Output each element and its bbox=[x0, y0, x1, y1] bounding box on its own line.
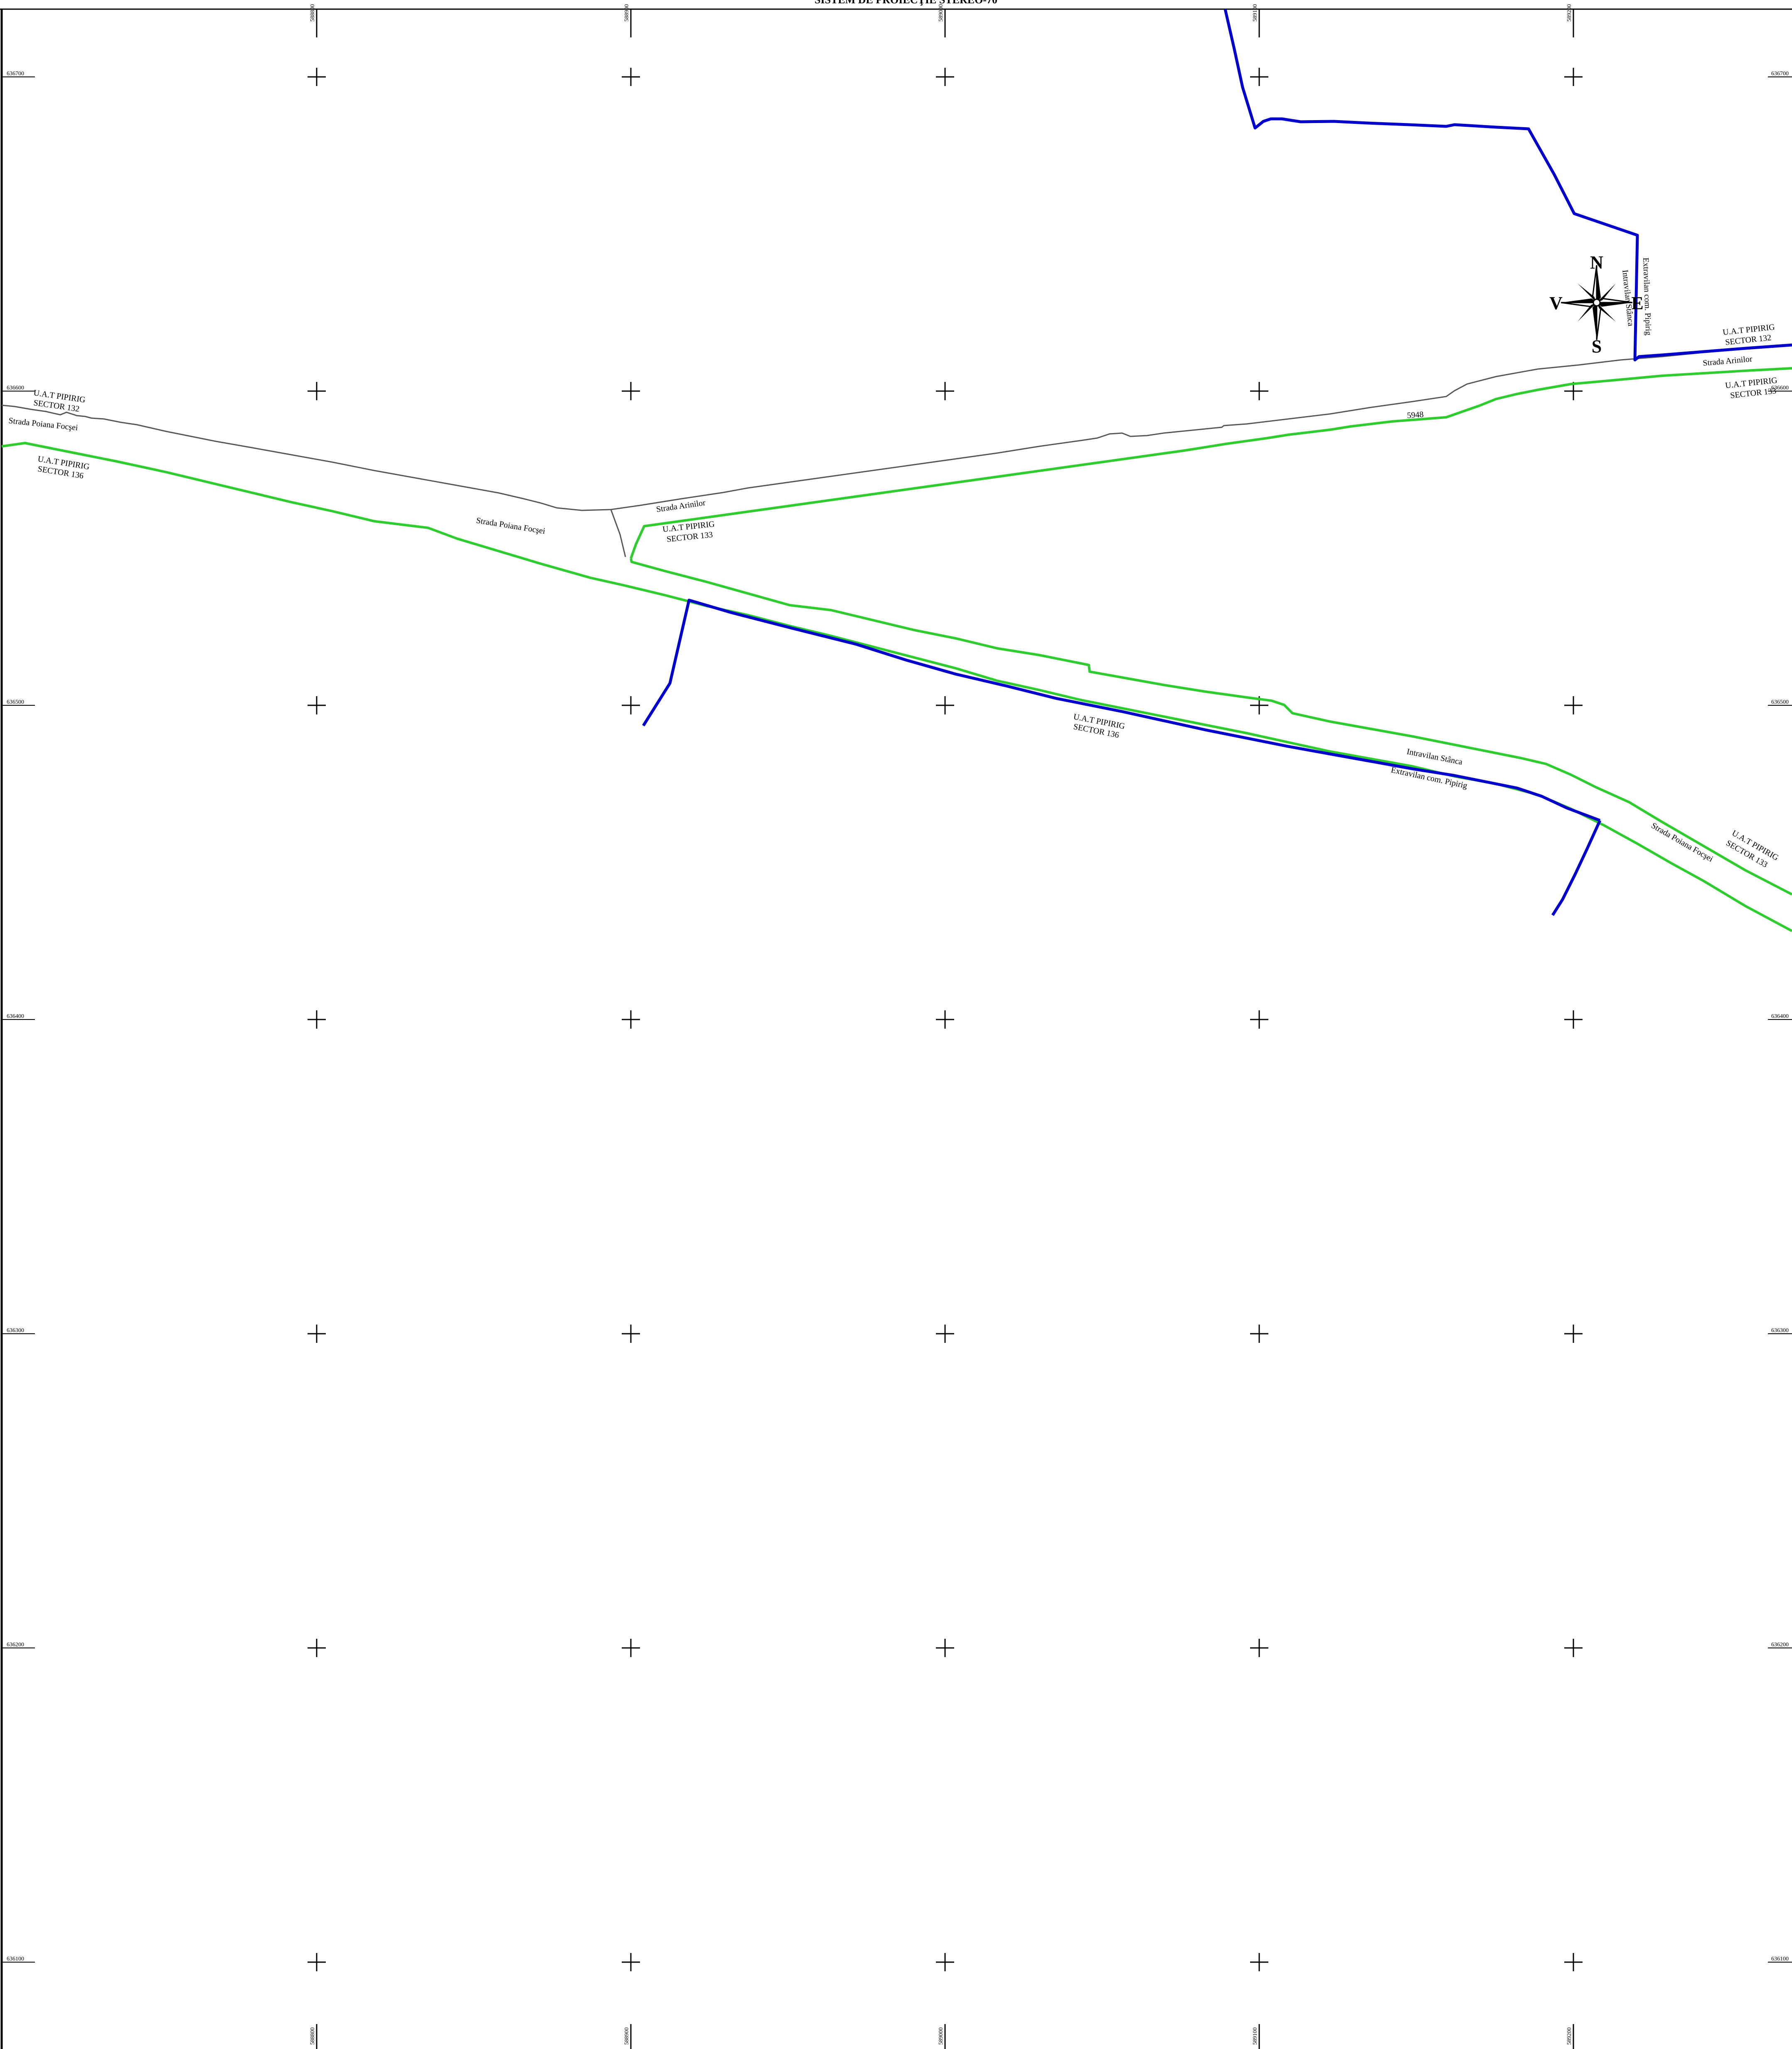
grid-y-label-right: 636200 bbox=[1771, 1642, 1789, 1648]
grid-x-label-bottom: 588800 bbox=[310, 2027, 316, 2045]
connector-edge bbox=[610, 509, 626, 557]
label-parcel-5948: 5948 bbox=[1407, 410, 1424, 420]
label-strada-arinilor-mid: Strada Arinilor bbox=[656, 498, 706, 514]
label-strada-arinilor-right: Strada Arinilor bbox=[1703, 355, 1753, 368]
intravilan-boundary-south-west bbox=[642, 598, 1601, 822]
grid-x-label-bottom: 589100 bbox=[1252, 2027, 1258, 2045]
compass-east-label: E bbox=[1631, 293, 1643, 313]
intravilan-boundary-north bbox=[1223, 9, 1792, 362]
strada-poiana-focsei-edge bbox=[1, 404, 611, 511]
grid-x-label-top: 589100 bbox=[1252, 4, 1258, 22]
grid-y-label-left: 636100 bbox=[7, 1956, 24, 1962]
grid-y-label-left: 636500 bbox=[7, 699, 24, 705]
grid-y-label-right: 636400 bbox=[1771, 1013, 1789, 1020]
uat-boundaries bbox=[1, 367, 1792, 932]
grid-x-label-bottom: 589200 bbox=[1566, 2027, 1573, 2045]
grid-x-label-bottom: 588900 bbox=[624, 2027, 630, 2045]
compass-rose-icon: N S E V bbox=[1549, 252, 1644, 357]
compass-west-label: V bbox=[1549, 293, 1563, 313]
compass-north-label: N bbox=[1590, 252, 1603, 273]
uat-boundary-sector-136 bbox=[1, 442, 1792, 932]
grid-y-label-right: 636100 bbox=[1771, 1956, 1789, 1962]
label-intravilan-stanca: Intravilan Stânca bbox=[1406, 747, 1463, 767]
intravilan-boundaries bbox=[642, 9, 1792, 916]
map-labels: U.A.T PIPIRIG SECTOR 132 Strada Poiana F… bbox=[8, 257, 1780, 869]
compass-south-label: S bbox=[1592, 336, 1602, 357]
grid-y-label-left: 636300 bbox=[7, 1327, 24, 1334]
grid-x-label-top: 588800 bbox=[310, 4, 316, 22]
grid-y-label-left: 636400 bbox=[7, 1013, 24, 1020]
strada-arinilor-edge bbox=[610, 345, 1792, 510]
grid-y-label-left: 636700 bbox=[7, 71, 24, 77]
grid-y-label-left: 636200 bbox=[7, 1642, 24, 1648]
street-edges bbox=[1, 345, 1792, 557]
intravilan-boundary-south-east bbox=[1551, 820, 1602, 916]
grid-x-label-top: 589200 bbox=[1566, 4, 1573, 22]
grid-x-label-top: 588900 bbox=[624, 4, 630, 22]
grid-y-label-left: 636600 bbox=[7, 385, 24, 391]
uat-boundary-sector-133-upper bbox=[630, 367, 1792, 559]
grid-y-label-right: 636600 bbox=[1771, 385, 1789, 391]
grid-y-label-right: 636500 bbox=[1771, 699, 1789, 705]
grid-y-label-right: 636300 bbox=[1771, 1327, 1789, 1334]
label-strada-poiana-focsei-left: Strada Poiana Focşei bbox=[8, 416, 79, 432]
grid-y-label-right: 636700 bbox=[1771, 71, 1789, 77]
projection-title: SISTEM DE PROIECŢIE STEREO-70 bbox=[815, 0, 997, 6]
grid-coordinate-labels: 588800 588800 588900 588900 589000 589000 5891… bbox=[2, 4, 1792, 2049]
uat-boundary-sector-133-lower bbox=[630, 558, 1792, 896]
grid-x-label-top: 589000 bbox=[938, 4, 944, 22]
label-strada-poiana-focsei-mid: Strada Poiana Focşei bbox=[475, 516, 546, 536]
grid-crosses bbox=[308, 68, 1583, 1971]
grid-x-label-bottom: 589000 bbox=[938, 2027, 944, 2045]
